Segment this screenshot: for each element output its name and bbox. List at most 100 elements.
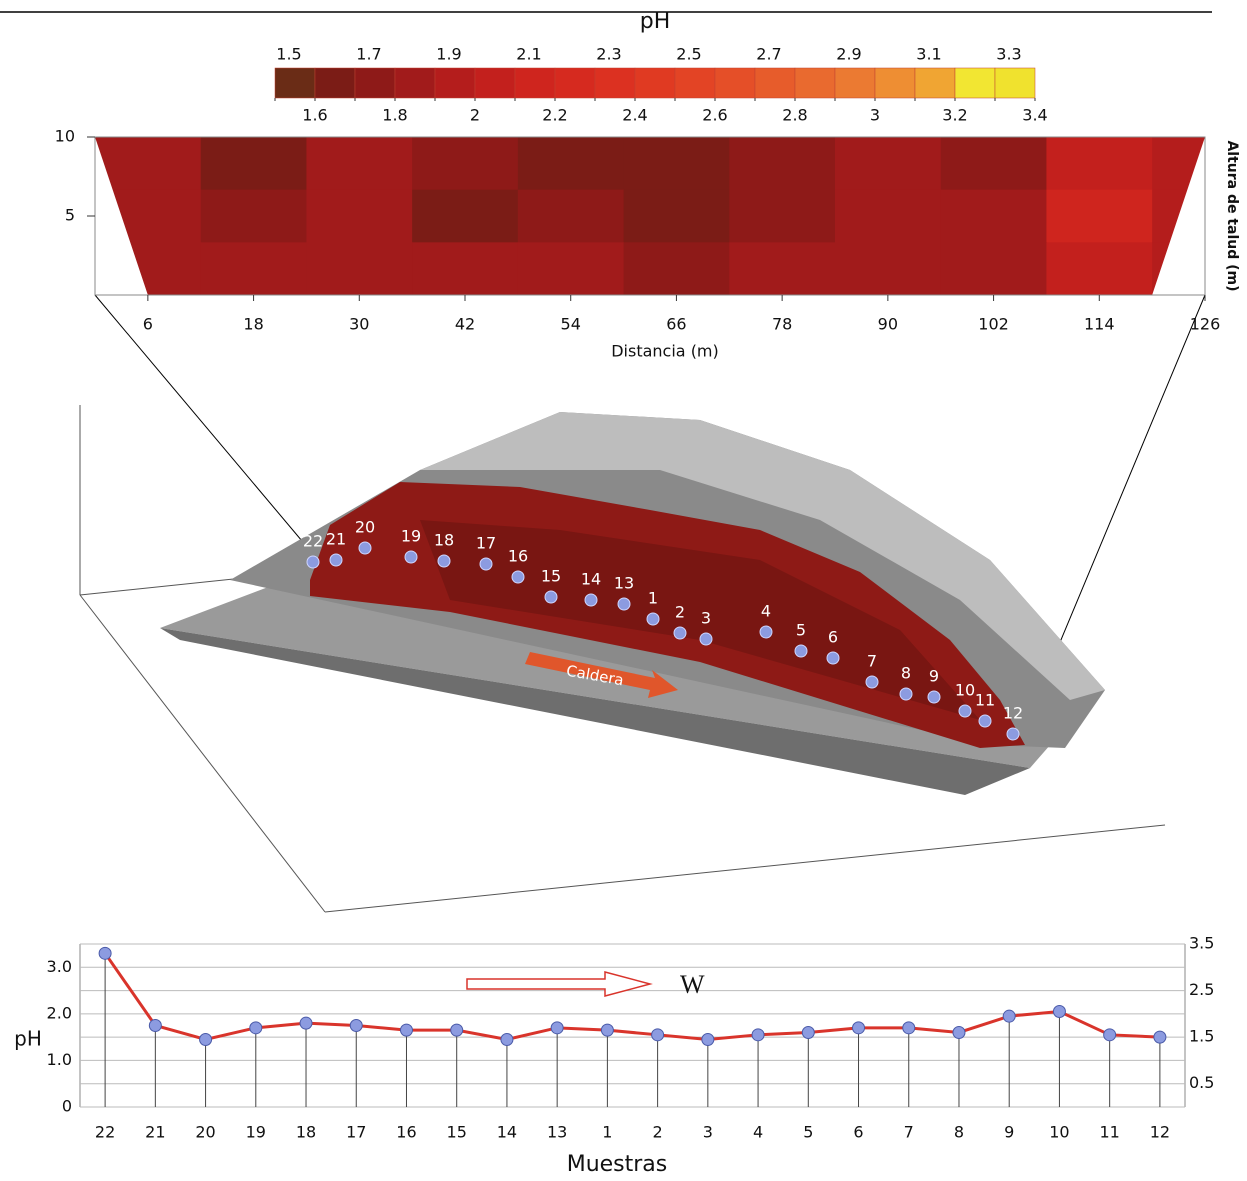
sample-label: 18 [434,531,454,550]
colorbar-tick-label: 1.8 [382,106,407,125]
colorbar-tick-label: 2.8 [782,106,807,125]
sample-label: 6 [828,628,838,647]
point [1104,1029,1116,1041]
colorbar-tick-label: 3.1 [916,45,941,64]
x-tick-label: 19 [246,1123,266,1142]
x-tick-label: 20 [195,1123,215,1142]
sample-label: 4 [761,602,771,621]
contour-cell [1046,190,1152,243]
contour-cell [941,190,1047,243]
line [105,953,1160,1039]
contour-cell [518,137,624,190]
x-tick-label: 5 [803,1123,813,1142]
sample-label: 5 [796,621,806,640]
contour-cell [835,242,941,295]
sample-dot [700,633,712,645]
point [752,1029,764,1041]
contour-cell [518,190,624,243]
sample-label: 8 [901,664,911,683]
colorbar-bin [315,68,355,98]
x-tick-label: 16 [396,1123,416,1142]
colorbar-bin [275,68,315,98]
x-tick-label: 18 [243,315,263,334]
point [903,1022,915,1034]
colorbar-tick-label: 3.4 [1022,106,1047,125]
x-tick-label: 15 [447,1123,467,1142]
contour-cell [518,242,624,295]
x-tick-label: 10 [1049,1123,1069,1142]
colorbar-bin [435,68,475,98]
sample-dot [438,555,450,567]
colorbar-tick-label: 1.9 [436,45,461,64]
point [802,1026,814,1038]
sample-dot [795,645,807,657]
x-tick-label: 11 [1099,1123,1119,1142]
sample-dot [674,627,686,639]
y2-tick-label: 3.5 [1189,934,1214,953]
colorbar-tick-label: 2.6 [702,106,727,125]
colorbar-bin [595,68,635,98]
sample-dot [330,554,342,566]
contour-cell [624,137,730,190]
colorbar-bin [875,68,915,98]
x-tick-label: 6 [143,315,153,334]
x-tick-label: 17 [346,1123,366,1142]
colorbar-tick-label: 3 [870,106,880,125]
contour-cell [729,137,835,190]
sample-label: 12 [1003,704,1023,723]
sample-label: 11 [975,691,995,710]
sample-label: 7 [867,652,877,671]
sample-label: 9 [929,667,939,686]
sample-label: 3 [701,609,711,628]
y-tick-label: 5 [65,206,75,225]
x-tick-label: 12 [1150,1123,1170,1142]
sample-dot [618,598,630,610]
contour-cell [1046,242,1152,295]
point [601,1024,613,1036]
contour-cell [412,242,518,295]
x-tick-label: 22 [95,1123,115,1142]
page: {"chart_data": [ {"type": "colorbar", "t… [0,0,1247,1181]
sample-label: 16 [508,547,528,566]
sample-dot [866,676,878,688]
sample-dot [979,715,991,727]
colorbar-bin [675,68,715,98]
colorbar-tick-label: 1.6 [302,106,327,125]
sample-dot [307,556,319,568]
contour-cell [412,190,518,243]
colorbar-bin [995,68,1035,98]
sample-dot [928,691,940,703]
sample-label: 19 [401,527,421,546]
direction-arrow [467,972,650,996]
contour-cell [95,137,201,190]
x-tick-label: 90 [878,315,898,334]
colorbar-bin [395,68,435,98]
colorbar-bin [555,68,595,98]
contour-cell [201,137,307,190]
sample-dot [959,705,971,717]
point [501,1033,513,1045]
colorbar-tick-label: 1.5 [276,45,301,64]
x-tick-label: 54 [561,315,581,334]
sample-dot [405,551,417,563]
point [702,1033,714,1045]
sample-label: 15 [541,567,561,586]
point [1053,1006,1065,1018]
x-tick-label: 30 [349,315,369,334]
x-tick-label: 3 [703,1123,713,1142]
y2-tick-label: 0.5 [1189,1073,1214,1092]
sample-label: 2 [675,603,685,622]
colorbar-tick-label: 2.4 [622,106,647,125]
colorbar-bin [915,68,955,98]
colorbar-bin [635,68,675,98]
x-tick-label: 4 [753,1123,763,1142]
colorbar-bin [755,68,795,98]
contour-cell [306,242,412,295]
point [953,1026,965,1038]
colorbar-title: pH [640,9,671,34]
sample-dot [900,688,912,700]
colorbar-bin [715,68,755,98]
x-tick-label: 126 [1190,315,1221,334]
figure: Caldera 22212019181716151413123456789101… [0,0,1247,1181]
sample-label: 20 [355,518,375,537]
